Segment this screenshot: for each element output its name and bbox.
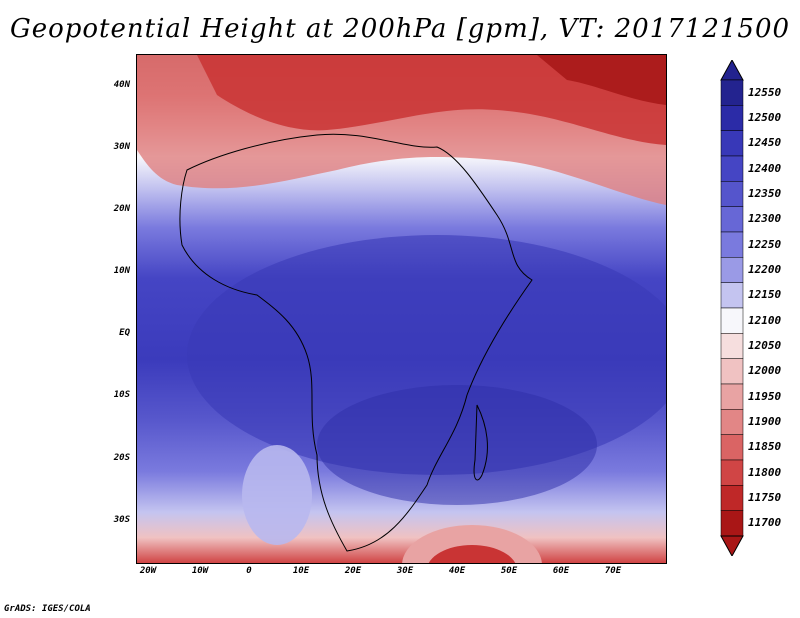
- colorbar-level-label: 12150: [748, 288, 782, 302]
- colorbar-level-label: 11750: [748, 491, 782, 504]
- lon-label: 40E: [448, 566, 466, 576]
- colorbar: [720, 60, 744, 556]
- lon-label: 60E: [552, 566, 570, 576]
- colorbar-swatch: [720, 257, 744, 283]
- colorbar-level-label: 11850: [748, 440, 782, 454]
- colorbar-level-label: 12200: [748, 263, 782, 276]
- colorbar-level-label: 12000: [748, 364, 782, 378]
- lat-label: 40N: [113, 80, 130, 90]
- colorbar-swatch: [720, 130, 744, 157]
- colorbar-level-label: 11950: [748, 389, 782, 403]
- colorbar-swatch: [720, 79, 744, 106]
- colorbar-swatch: [720, 307, 744, 334]
- lat-label: EQ: [119, 328, 130, 338]
- colorbar-level-label: 12450: [748, 136, 782, 150]
- colorbar-swatch: [720, 459, 744, 486]
- colorbar-level-label: 12400: [748, 161, 782, 175]
- colorbar-swatch: [720, 181, 744, 207]
- colorbar-swatch: [720, 510, 744, 537]
- colorbar-swatch: [720, 206, 744, 233]
- colorbar-swatch: [720, 485, 744, 511]
- colorbar-swatch: [720, 105, 744, 131]
- lon-label: 50E: [500, 566, 518, 576]
- lat-label: 20N: [113, 204, 130, 214]
- colorbar-level-label: 12300: [748, 212, 782, 226]
- lon-label: 10E: [292, 566, 310, 576]
- colorbar-level-label: 12550: [748, 85, 782, 99]
- colorbar-level-label: 12350: [748, 187, 782, 200]
- lat-label: 10S: [113, 390, 130, 400]
- colorbar-level-label: 11700: [748, 516, 782, 530]
- colorbar-swatch: [720, 434, 744, 461]
- colorbar-swatch: [720, 383, 744, 410]
- lat-label: 30S: [113, 515, 130, 525]
- lon-label: 10W: [191, 566, 209, 576]
- colorbar-level-label: 11900: [748, 415, 782, 428]
- lon-label: 20E: [344, 566, 362, 576]
- map-title: Geopotential Height at 200hPa [gpm], VT:…: [9, 14, 791, 44]
- colorbar-bottom-arrow: [720, 535, 744, 556]
- lat-label: 30N: [113, 142, 130, 152]
- colorbar-level-label: 11800: [748, 465, 782, 479]
- lon-label: 70E: [604, 566, 622, 576]
- colorbar-top-arrow: [720, 60, 744, 81]
- colorbar-swatch: [720, 155, 744, 182]
- colorbar-level-label: 12250: [748, 237, 782, 251]
- map-panel[interactable]: [136, 54, 667, 564]
- colorbar-swatch: [720, 409, 744, 435]
- credit-text: GrADS: IGES/COLA: [4, 604, 91, 614]
- lon-label: 0: [246, 566, 252, 576]
- colorbar-swatch: [720, 282, 744, 309]
- colorbar-swatch: [720, 231, 744, 258]
- colorbar-level-label: 12100: [748, 313, 782, 327]
- lon-label: 20W: [139, 566, 157, 576]
- colorbar-swatch: [720, 358, 744, 385]
- colorbar-level-label: 12050: [748, 339, 782, 352]
- height-field: [137, 55, 666, 563]
- lat-label: 10N: [113, 266, 130, 276]
- lon-label: 30E: [396, 566, 414, 576]
- colorbar-level-label: 12500: [748, 111, 782, 124]
- lat-label: 20S: [113, 453, 130, 463]
- colorbar-swatch: [720, 333, 744, 359]
